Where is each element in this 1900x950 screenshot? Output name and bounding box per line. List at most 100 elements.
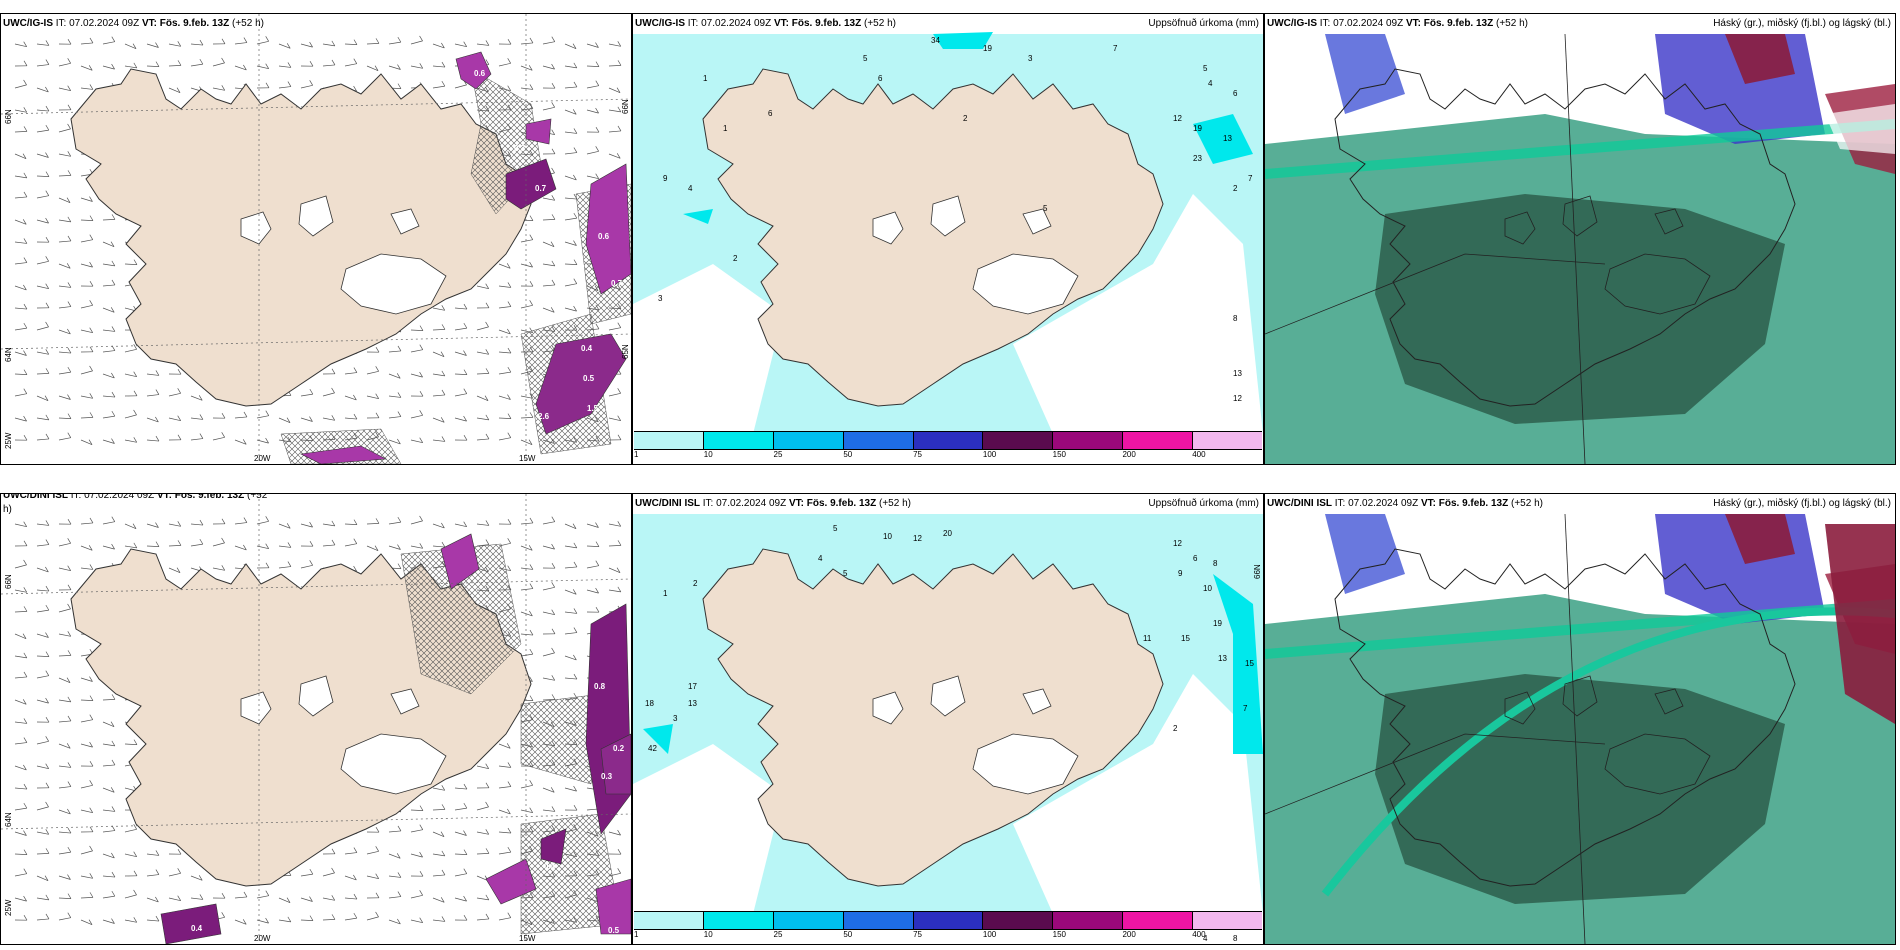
map-cloud-igis xyxy=(1265,33,1895,464)
precip-blob xyxy=(643,724,673,754)
lead-time: (+52 h) xyxy=(879,498,911,509)
wind-label: 0.5 xyxy=(608,926,620,935)
model-name: UWC/DINI ISL xyxy=(3,493,68,501)
wind-label: 0.4 xyxy=(191,924,203,933)
colorbar-tick: 150 xyxy=(1052,930,1067,939)
precip-blob xyxy=(1213,574,1263,754)
panel-right-title: Háský (gr.), miðský (fj.bl.) og lágský (… xyxy=(1713,18,1891,29)
init-time: IT: 07.02.2024 09Z xyxy=(702,498,787,509)
precip-value: 9 xyxy=(1178,569,1183,578)
precip-value: 42 xyxy=(648,744,657,753)
panel-cloud-igis: UWC/IG-IS IT: 07.02.2024 09Z VT: Fös. 9.… xyxy=(1264,13,1896,465)
lat-label: 66N xyxy=(621,99,630,114)
lon-label: 15W xyxy=(519,454,536,463)
panel-precip-igis: UWC/IG-IS IT: 07.02.2024 09Z VT: Fös. 9.… xyxy=(632,13,1264,465)
panel-right-title: Uppsöfnuð úrkoma (mm) xyxy=(1148,18,1259,29)
colorbar-segment xyxy=(843,912,914,929)
colorbar-tick: 1 xyxy=(634,450,639,459)
precip-value: 4 xyxy=(818,554,823,563)
precip-value: 6 xyxy=(768,109,773,118)
dry-area xyxy=(1013,194,1263,434)
precip-value: 13 xyxy=(688,699,697,708)
panel-wind-dini: UWC/DINI ISL IT: 07.02.2024 09Z VT: Fös.… xyxy=(0,493,632,945)
precip-blob xyxy=(585,163,631,295)
init-time: IT: 07.02.2024 09Z xyxy=(55,18,140,29)
wind-label: 0.8 xyxy=(594,682,606,691)
valid-time: Fös. 9.feb. 13Z xyxy=(1423,18,1494,29)
colorbar-ticks: 1 10 25 50 75 100 150 200 400 xyxy=(634,930,1262,942)
precip-value: 13 xyxy=(1233,369,1242,378)
precip-value: 18 xyxy=(645,699,654,708)
precip-blob xyxy=(595,878,631,935)
precip-value: 9 xyxy=(663,174,668,183)
colorbar-segment xyxy=(1193,432,1263,449)
precip-blob xyxy=(683,209,713,224)
wind-label: 1.5 xyxy=(587,404,599,413)
colorbar-tick: 50 xyxy=(843,930,853,939)
lead-time: (+52 h) xyxy=(1496,18,1528,29)
precip-value: 15 xyxy=(1245,659,1254,668)
colorbar-tick: 25 xyxy=(773,930,783,939)
precip-value: 3 xyxy=(1028,54,1033,63)
init-time: IT: 07.02.2024 09Z xyxy=(70,493,155,501)
valid-label: VT: xyxy=(1420,498,1436,509)
precip-value: 3 xyxy=(658,294,663,303)
colorbar-tick: 200 xyxy=(1122,930,1136,939)
lat-label: 66N xyxy=(4,109,13,124)
precip-value: 12 xyxy=(1173,114,1182,123)
lat-label: 65N xyxy=(621,344,630,359)
precip-value: 4 xyxy=(688,184,693,193)
iceland-outline xyxy=(1334,68,1796,407)
colorbar xyxy=(634,911,1263,930)
valid-time: Fös. 9.feb. 13Z xyxy=(159,18,230,29)
precip-value: 13 xyxy=(1218,654,1227,663)
panel-right-title: Uppsöfnuð úrkoma (mm) xyxy=(1148,498,1259,509)
precip-blob xyxy=(299,445,388,464)
precip-value: 2 xyxy=(1233,184,1238,193)
panel-cloud-dini: UWC/DINI ISL IT: 07.02.2024 09Z VT: Fös.… xyxy=(1264,493,1896,945)
colorbar-segment xyxy=(634,912,704,929)
precip-value: 19 xyxy=(1193,124,1202,133)
snow-hatch xyxy=(520,693,602,785)
precip-value: 10 xyxy=(883,532,892,541)
precip-blob xyxy=(1193,114,1253,164)
precip-value: 2 xyxy=(1173,724,1178,733)
wind-label: 0.6 xyxy=(598,232,610,241)
colorbar-segment xyxy=(983,432,1054,449)
model-name: UWC/DINI ISL xyxy=(635,498,700,509)
lon-label: 20W xyxy=(254,454,271,463)
valid-label: VT: xyxy=(788,498,804,509)
map-precip-igis xyxy=(633,32,1263,434)
init-time: IT: 07.02.2024 09Z xyxy=(1319,18,1404,29)
wind-label: 0.6 xyxy=(474,69,486,78)
panel-header: UWC/DINI ISL IT: 07.02.2024 09Z VT: Fös.… xyxy=(635,498,911,509)
precip-value: 4 xyxy=(1208,79,1213,88)
wind-label: 0.2 xyxy=(613,744,625,753)
precip-value: 13 xyxy=(1223,134,1232,143)
valid-time: Fös. 9.feb. 13Z xyxy=(791,18,862,29)
panel-header: UWC/DINI ISL IT: 07.02.2024 09Z VT: Fös.… xyxy=(3,493,267,501)
panel-precip-dini: UWC/DINI ISL IT: 07.02.2024 09Z VT: Fös.… xyxy=(632,493,1264,945)
precip-blob xyxy=(455,51,492,90)
map-wind-igis xyxy=(1,14,631,464)
precip-value: 6 xyxy=(1193,554,1198,563)
cloud-layers xyxy=(1265,34,1895,464)
graticule xyxy=(1,14,631,464)
map-precip-dini xyxy=(633,514,1263,914)
model-name: UWC/IG-IS xyxy=(1267,18,1317,29)
colorbar-tick: 400 xyxy=(1192,450,1206,459)
iceland-outline xyxy=(70,68,532,407)
colorbar-tick: 10 xyxy=(703,450,713,459)
precip-value: 19 xyxy=(1213,619,1222,628)
panel-wind-igis: UWC/IG-IS IT: 07.02.2024 09Z VT: Fös. 9.… xyxy=(0,13,632,465)
colorbar-tick: 100 xyxy=(982,930,997,939)
colorbar-segment xyxy=(913,912,984,929)
wind-label: 0.3 xyxy=(514,144,526,153)
colorbar-tick: 100 xyxy=(982,450,997,459)
colorbar-tick: 200 xyxy=(1122,450,1136,459)
colorbar-segment xyxy=(983,912,1054,929)
panel-header: UWC/IG-IS IT: 07.02.2024 09Z VT: Fös. 9.… xyxy=(635,18,896,29)
wind-label: 0.4 xyxy=(581,344,593,353)
border-line xyxy=(1265,733,1606,815)
map-cloud-dini xyxy=(1265,513,1895,944)
